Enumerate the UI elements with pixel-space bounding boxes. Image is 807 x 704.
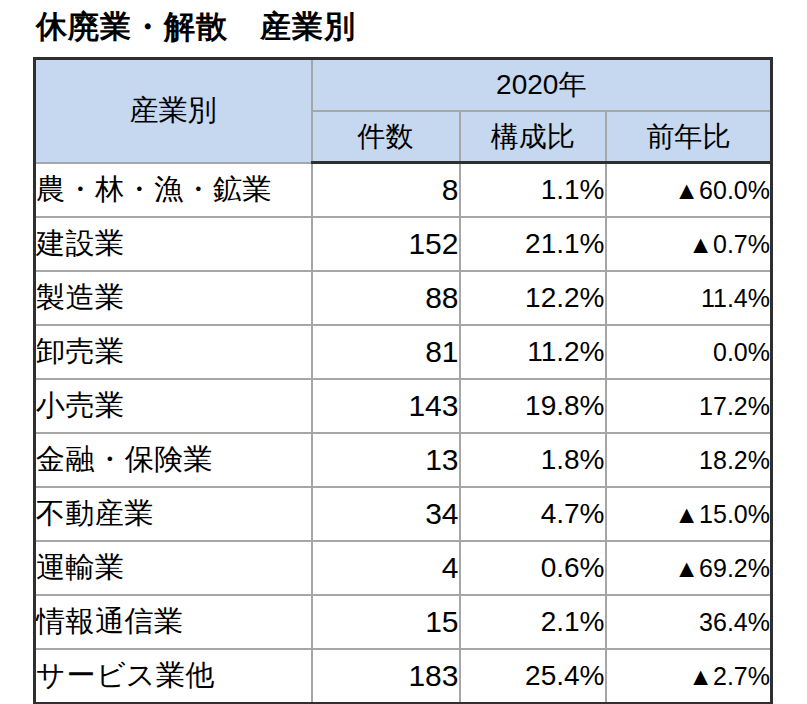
yoy-cell: ▲2.7% xyxy=(606,649,772,704)
share-cell: 4.7% xyxy=(460,487,606,541)
yoy-cell: 36.4% xyxy=(606,595,772,649)
industry-table: 産業別 2020年 件数 構成比 前年比 農・林・漁・鉱業 8 1.1% ▲60… xyxy=(33,57,773,704)
yoy-cell: ▲60.0% xyxy=(606,163,772,218)
report-page: 休廃業・解散 産業別 産業別 2020年 件数 構成比 前年比 農・林・漁・鉱業… xyxy=(0,0,807,704)
industry-cell: 卸売業 xyxy=(35,325,312,379)
table-row: 農・林・漁・鉱業 8 1.1% ▲60.0% xyxy=(35,163,772,218)
count-cell: 34 xyxy=(312,487,460,541)
industry-cell: 小売業 xyxy=(35,379,312,433)
table-row: 卸売業 81 11.2% 0.0% xyxy=(35,325,772,379)
industry-cell: 製造業 xyxy=(35,271,312,325)
page-title: 休廃業・解散 産業別 xyxy=(36,6,356,48)
count-cell: 8 xyxy=(312,163,460,218)
year-group-header: 2020年 xyxy=(312,59,772,112)
yoy-cell: 18.2% xyxy=(606,433,772,487)
table-body: 農・林・漁・鉱業 8 1.1% ▲60.0% 建設業 152 21.1% ▲0.… xyxy=(35,163,772,704)
count-cell: 88 xyxy=(312,271,460,325)
count-column-header: 件数 xyxy=(312,111,460,163)
count-cell: 13 xyxy=(312,433,460,487)
share-cell: 1.1% xyxy=(460,163,606,218)
yoy-cell: ▲69.2% xyxy=(606,541,772,595)
share-cell: 21.1% xyxy=(460,217,606,271)
table-row: 不動産業 34 4.7% ▲15.0% xyxy=(35,487,772,541)
share-cell: 2.1% xyxy=(460,595,606,649)
table-row: 運輸業 4 0.6% ▲69.2% xyxy=(35,541,772,595)
count-cell: 15 xyxy=(312,595,460,649)
industry-cell: 金融・保険業 xyxy=(35,433,312,487)
table-row: 小売業 143 19.8% 17.2% xyxy=(35,379,772,433)
count-cell: 143 xyxy=(312,379,460,433)
table-row: 情報通信業 15 2.1% 36.4% xyxy=(35,595,772,649)
share-cell: 0.6% xyxy=(460,541,606,595)
count-cell: 183 xyxy=(312,649,460,704)
share-cell: 11.2% xyxy=(460,325,606,379)
table-row: サービス業他 183 25.4% ▲2.7% xyxy=(35,649,772,704)
yoy-cell: ▲0.7% xyxy=(606,217,772,271)
industry-column-header: 産業別 xyxy=(35,59,312,163)
table-header: 産業別 2020年 件数 構成比 前年比 xyxy=(35,59,772,163)
share-cell: 19.8% xyxy=(460,379,606,433)
yoy-cell: 11.4% xyxy=(606,271,772,325)
industry-cell: 情報通信業 xyxy=(35,595,312,649)
yoy-cell: 17.2% xyxy=(606,379,772,433)
industry-cell: 建設業 xyxy=(35,217,312,271)
count-cell: 81 xyxy=(312,325,460,379)
yoy-cell: 0.0% xyxy=(606,325,772,379)
industry-cell: サービス業他 xyxy=(35,649,312,704)
share-cell: 12.2% xyxy=(460,271,606,325)
yoy-cell: ▲15.0% xyxy=(606,487,772,541)
industry-cell: 農・林・漁・鉱業 xyxy=(35,163,312,218)
table-row: 金融・保険業 13 1.8% 18.2% xyxy=(35,433,772,487)
share-cell: 1.8% xyxy=(460,433,606,487)
yoy-column-header: 前年比 xyxy=(606,111,772,163)
table-row: 建設業 152 21.1% ▲0.7% xyxy=(35,217,772,271)
year-header-row: 産業別 2020年 xyxy=(35,59,772,112)
industry-cell: 不動産業 xyxy=(35,487,312,541)
industry-cell: 運輸業 xyxy=(35,541,312,595)
share-column-header: 構成比 xyxy=(460,111,606,163)
count-cell: 4 xyxy=(312,541,460,595)
share-cell: 25.4% xyxy=(460,649,606,704)
count-cell: 152 xyxy=(312,217,460,271)
table-row: 製造業 88 12.2% 11.4% xyxy=(35,271,772,325)
